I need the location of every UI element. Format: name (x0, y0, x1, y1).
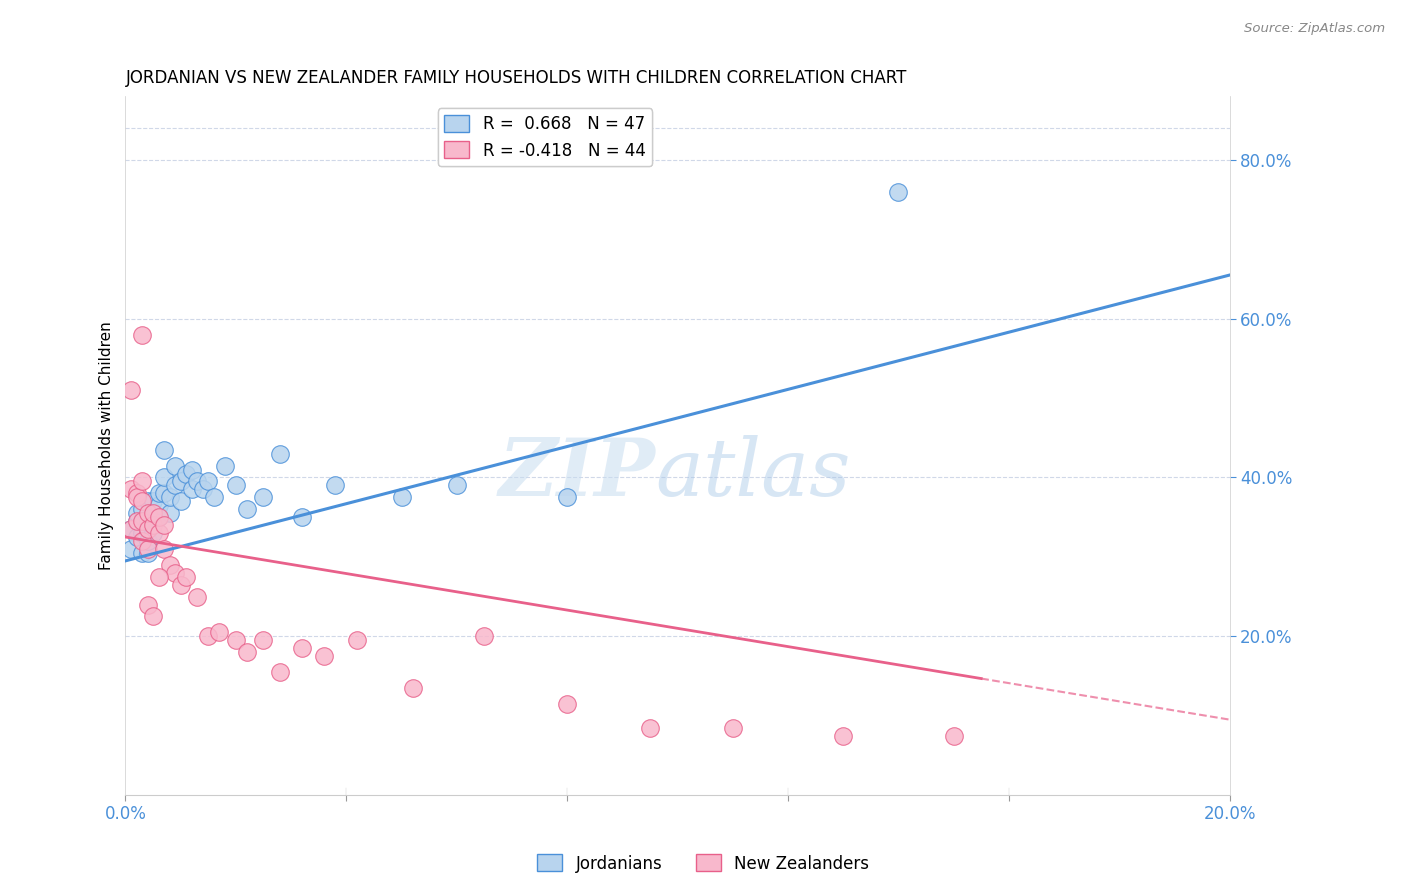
Point (120, 383, 142, 397)
Point (291, 510, 314, 524)
Point (136, 506, 159, 520)
Point (125, 514, 148, 528)
Point (165, 478, 187, 492)
Point (142, 526, 165, 541)
Point (125, 486, 148, 500)
Point (170, 475, 193, 489)
Point (159, 558, 181, 572)
Point (202, 491, 225, 505)
Point (148, 498, 170, 512)
Point (170, 494, 193, 508)
Text: JORDANIAN VS NEW ZEALANDER FAMILY HOUSEHOLDS WITH CHILDREN CORRELATION CHART: JORDANIAN VS NEW ZEALANDER FAMILY HOUSEH… (125, 69, 907, 87)
Point (721, 721, 744, 735)
Point (153, 486, 176, 500)
Point (153, 541, 176, 556)
Point (148, 486, 170, 500)
Point (180, 462, 202, 476)
Point (120, 522, 142, 536)
Point (291, 641, 314, 656)
Point (159, 491, 181, 505)
Point (346, 633, 368, 648)
Point (165, 566, 187, 580)
Point (142, 506, 165, 520)
Legend: Jordanians, New Zealanders: Jordanians, New Zealanders (530, 847, 876, 880)
Point (191, 483, 214, 497)
Point (942, 729, 965, 743)
Point (142, 494, 165, 508)
Point (136, 494, 159, 508)
Point (391, 491, 413, 505)
Point (180, 483, 202, 497)
Point (446, 478, 468, 492)
Y-axis label: Family Households with Children: Family Households with Children (100, 321, 114, 570)
Point (186, 590, 208, 604)
Point (131, 475, 153, 489)
Point (186, 475, 208, 489)
Point (120, 541, 142, 556)
Point (236, 502, 259, 516)
Point (887, 185, 910, 199)
Point (555, 491, 578, 505)
Point (136, 522, 159, 536)
Point (136, 514, 159, 528)
Legend: R =  0.668   N = 47, R = -0.418   N = 44: R = 0.668 N = 47, R = -0.418 N = 44 (437, 108, 652, 166)
Point (153, 470, 176, 484)
Point (125, 514, 148, 528)
Point (131, 514, 153, 528)
Point (120, 522, 142, 536)
Point (314, 649, 336, 664)
Point (197, 629, 219, 643)
Point (148, 526, 170, 541)
Point (148, 510, 170, 524)
Point (120, 483, 142, 497)
Point (136, 546, 159, 560)
Point (148, 570, 170, 584)
Point (125, 506, 148, 520)
Point (142, 510, 165, 524)
Point (208, 625, 231, 640)
Point (170, 577, 193, 591)
Point (269, 447, 291, 461)
Point (252, 491, 274, 505)
Point (142, 609, 165, 624)
Point (174, 570, 197, 584)
Point (225, 478, 247, 492)
Point (323, 478, 346, 492)
Point (131, 526, 153, 541)
Point (131, 502, 153, 516)
Point (832, 729, 855, 743)
Point (153, 518, 176, 533)
Point (136, 522, 159, 536)
Point (131, 514, 153, 528)
Point (225, 633, 247, 648)
Point (472, 629, 495, 643)
Point (136, 541, 159, 556)
Point (131, 327, 153, 342)
Point (131, 534, 153, 549)
Point (125, 530, 148, 544)
Text: ZIP: ZIP (499, 435, 655, 512)
Point (165, 458, 187, 473)
Point (555, 697, 578, 711)
Point (159, 506, 181, 520)
Point (174, 467, 197, 481)
Point (131, 546, 153, 560)
Point (148, 510, 170, 524)
Point (214, 458, 236, 473)
Point (131, 494, 153, 508)
Point (153, 442, 176, 457)
Point (638, 721, 661, 735)
Point (197, 475, 219, 489)
Point (236, 645, 259, 659)
Point (142, 518, 165, 533)
Point (401, 681, 423, 695)
Point (136, 534, 159, 549)
Text: Source: ZipAtlas.com: Source: ZipAtlas.com (1244, 22, 1385, 36)
Point (269, 665, 291, 679)
Point (136, 598, 159, 612)
Point (252, 633, 274, 648)
Point (125, 491, 148, 505)
Text: atlas: atlas (655, 435, 851, 512)
